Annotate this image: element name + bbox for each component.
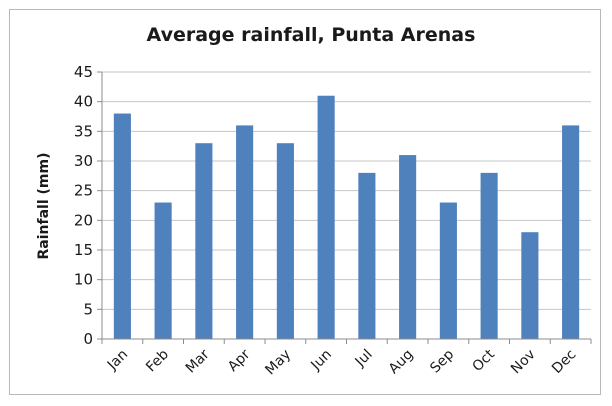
y-tick-label: 20 [74,211,93,229]
bars [113,95,580,340]
x-tick-label: Nov [508,347,539,378]
bar-may [276,143,294,339]
bar-jan [113,113,131,340]
bar-dec [562,125,580,340]
x-tick-label: May [262,347,294,379]
chart-frame [9,9,601,395]
chart-title: Average rainfall, Punta Arenas [147,24,476,46]
bar-oct [480,172,498,339]
bar-sep [439,202,457,339]
y-tick-label: 30 [74,152,93,170]
x-tick-label: Sep [427,346,457,376]
x-tick-label: Apr [225,346,254,375]
x-tick-label: Oct [470,346,499,375]
y-tick-label: 10 [74,271,93,289]
bar-mar [195,143,213,339]
bar-jun [317,95,335,339]
bar-feb [154,202,172,339]
x-axis-ticks: Jan Feb Mar Apr May Jun Jul Aug Sep Oct Nov Dec [104,346,580,378]
y-tick-label: 5 [83,300,93,318]
x-tick-label: Feb [143,346,172,375]
x-tick-label: Jan [104,347,131,374]
x-tick-label: Aug [386,347,417,378]
y-tick-label: 15 [74,241,93,259]
bar-jul [358,172,376,339]
y-axis-label: Rainfall (mm) [36,153,52,260]
y-axis-ticks: 0 5 10 15 20 25 30 35 40 45 [74,63,93,348]
y-tick-label: 45 [74,63,93,81]
y-tick-label: 35 [74,122,93,140]
axes [101,72,592,344]
y-tick-label: 40 [74,93,93,111]
x-tick-label: Mar [183,346,213,376]
y-tick-label: 25 [74,182,93,200]
x-tick-label: Dec [549,347,579,377]
bar-apr [236,125,254,340]
y-tick-label: 0 [83,330,93,348]
bar-aug [399,155,417,339]
x-tick-label: Jun [307,347,334,374]
x-tick-label: Jul [352,347,376,371]
bar-nov [521,232,539,339]
gridlines [97,71,591,340]
